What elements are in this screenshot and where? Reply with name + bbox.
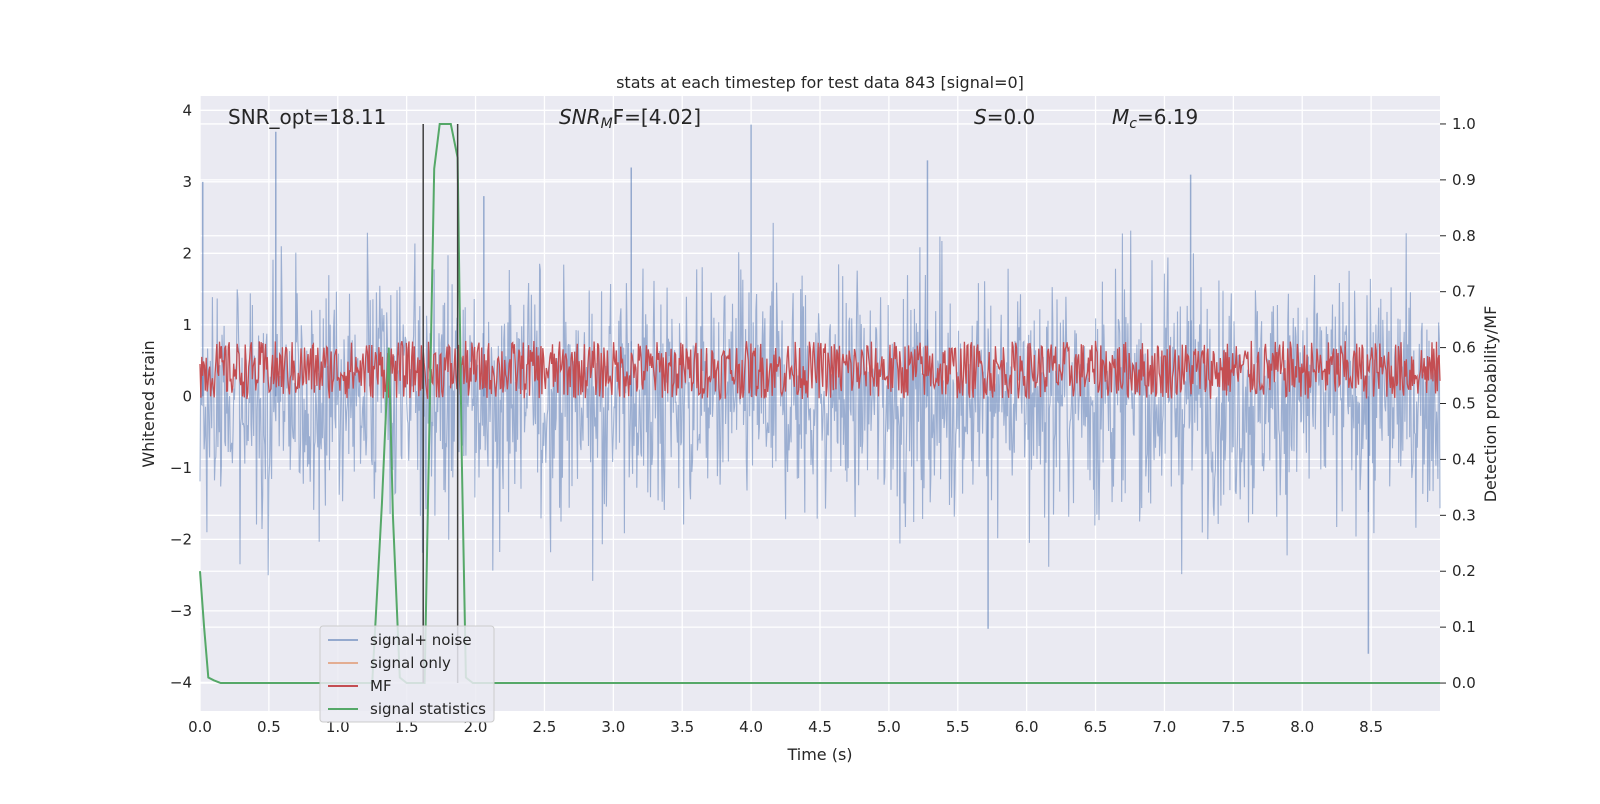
- x-tick-label: 7.5: [1221, 718, 1245, 736]
- legend-box: [319, 625, 495, 723]
- x-tick-label: 3.5: [670, 718, 694, 736]
- y-axis-label-left: Whitened strain: [139, 340, 158, 467]
- y-right-tick-label: 0.6: [1452, 339, 1476, 357]
- legend-label-signal-statistics: signal statistics: [370, 700, 486, 718]
- y-right-tick-labels: 1.0 0.9 0.8 0.7 0.6 0.5 0.4 0.3 0.2 0.1 0.0: [1440, 115, 1476, 692]
- y-left-tick-label: −2: [170, 530, 192, 548]
- x-tick-labels: 0.0 0.5 1.0 1.5 2.0 2.5 3.0 3.5 4.0 4.5 5.0 5.5 6.0 6…: [188, 718, 1383, 736]
- vertical-markers: [422, 123, 459, 684]
- legend: signal+ noise signal only MF signal stat…: [319, 625, 495, 723]
- legend-label-signal-only: signal only: [370, 654, 451, 672]
- y-right-tick-label: 0.2: [1452, 562, 1476, 580]
- x-tick-label: 7.0: [1153, 718, 1177, 736]
- y-right-tick-label: 0.7: [1452, 283, 1476, 301]
- x-tick-label: 2.5: [533, 718, 557, 736]
- legend-label-signal-noise: signal+ noise: [370, 631, 472, 649]
- y-right-tick-label: 1.0: [1452, 115, 1476, 133]
- y-axis-label-right: Detection probability/MF: [1481, 306, 1500, 503]
- y-left-tick-label: 2: [182, 244, 192, 262]
- y-right-tick-label: 0.1: [1452, 618, 1476, 636]
- annotation-s: S=0.0: [974, 105, 1035, 129]
- y-left-tick-label: 4: [182, 101, 192, 119]
- x-tick-label: 5.0: [877, 718, 901, 736]
- x-tick-label: 8.0: [1290, 718, 1314, 736]
- annotation-mc: Mc=6.19: [1112, 105, 1198, 132]
- x-tick-label: 6.0: [1015, 718, 1039, 736]
- x-tick-label: 6.5: [1084, 718, 1108, 736]
- y-left-tick-label: −3: [170, 602, 192, 620]
- y-right-tick-label: 0.8: [1452, 227, 1476, 245]
- y-left-tick-label: 3: [182, 173, 192, 191]
- y-right-tick-label: 0.4: [1452, 450, 1476, 468]
- x-tick-label: 8.5: [1359, 718, 1383, 736]
- x-tick-label: 4.0: [739, 718, 763, 736]
- annotation-snr-mf: SNRMF=[4.02]: [559, 105, 701, 132]
- y-right-tick-label: 0.9: [1452, 171, 1476, 189]
- x-tick-label: 4.5: [808, 718, 832, 736]
- x-tick-label: 5.5: [946, 718, 970, 736]
- mf-line: [199, 340, 1441, 401]
- y-left-tick-label: −4: [170, 673, 192, 691]
- x-tick-label: 0.0: [188, 718, 212, 736]
- y-right-tick-label: 0.3: [1452, 506, 1476, 524]
- y-right-tick-label: 0.0: [1452, 674, 1476, 692]
- x-axis-label: Time (s): [786, 745, 852, 764]
- y-left-tick-label: −1: [170, 459, 192, 477]
- y-left-tick-labels: 4 3 2 1 0 −1 −2 −3 −4: [170, 101, 192, 691]
- legend-label-mf: MF: [370, 677, 392, 695]
- series-mf: [199, 340, 1441, 401]
- x-tick-label: 3.0: [601, 718, 625, 736]
- y-right-tick-label: 0.5: [1452, 395, 1476, 413]
- y-left-tick-label: 1: [182, 316, 192, 334]
- chart-title: stats at each timestep for test data 843…: [616, 73, 1024, 92]
- y-left-tick-label: 0: [182, 387, 192, 405]
- x-tick-label: 0.5: [257, 718, 281, 736]
- annotation-snr-opt: SNR_opt=18.11: [228, 105, 386, 129]
